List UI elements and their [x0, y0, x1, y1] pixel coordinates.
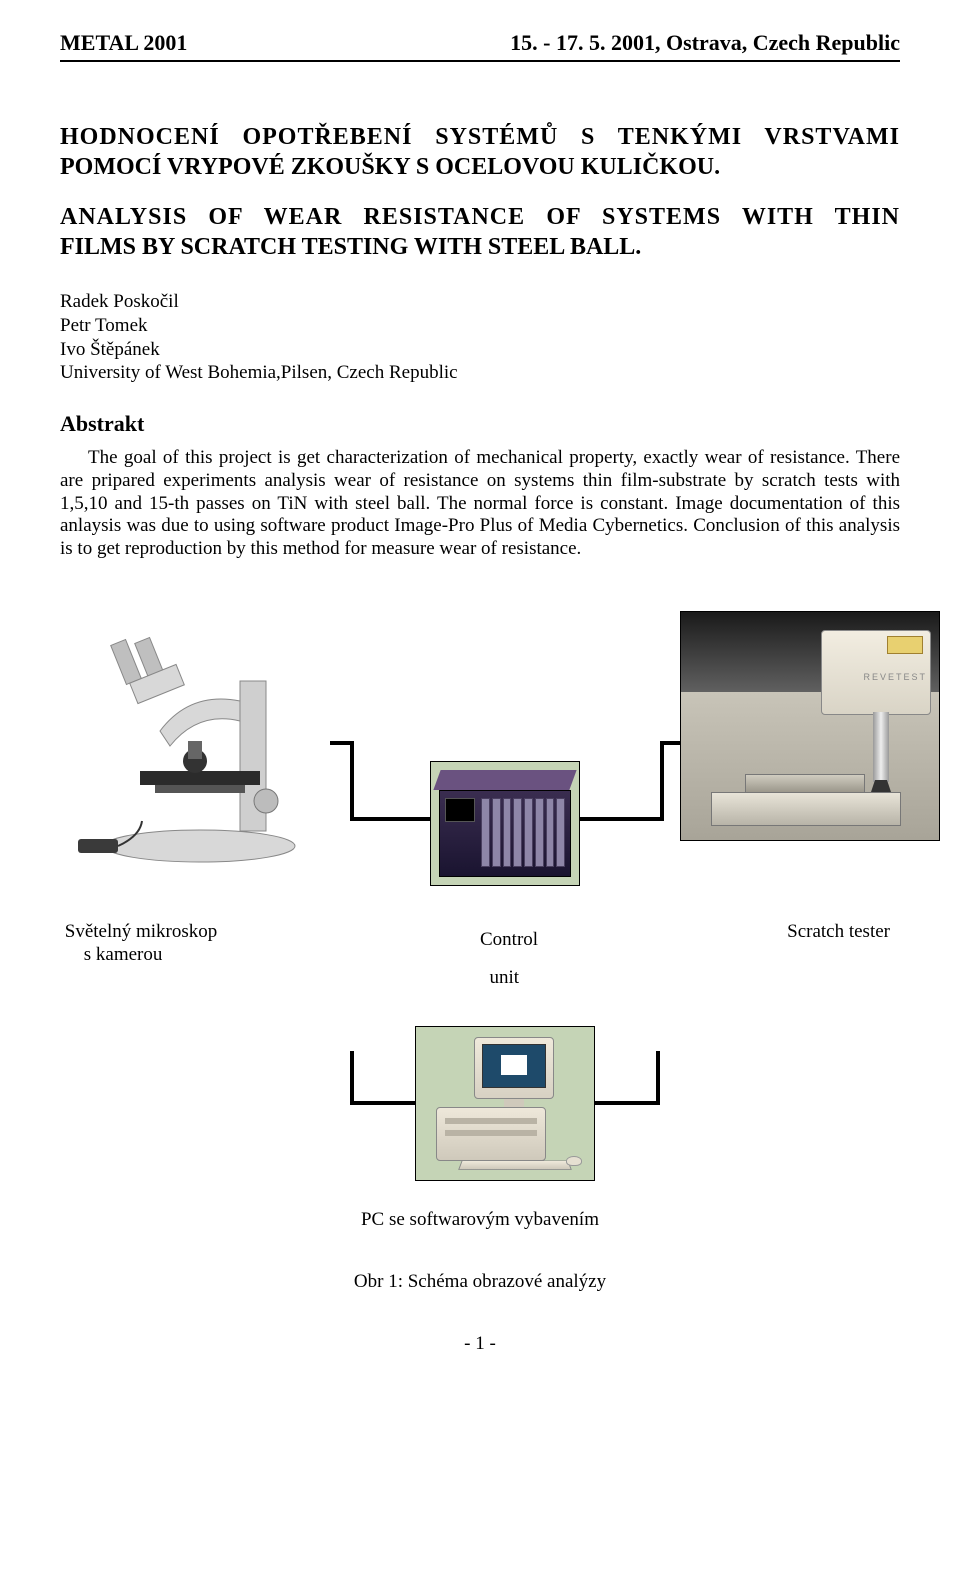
connector-line: [350, 817, 430, 821]
figure-diagram: REVETEST Světelný mikroskop s kamerou Co…: [60, 611, 900, 1251]
connector-line: [350, 741, 354, 821]
title-cz-line2: POMOCÍ VRYPOVÉ ZKOUŠKY S OCELOVOU KULIČK…: [60, 152, 900, 182]
connector-line: [660, 741, 664, 821]
author-affiliation: University of West Bohemia,Pilsen, Czech…: [60, 361, 900, 385]
scratch-tester-caption: Scratch tester: [60, 921, 900, 943]
connector-line: [656, 1051, 660, 1105]
scratch-tester-device-label: REVETEST: [863, 672, 927, 682]
connector-line: [594, 1101, 660, 1105]
author-3: Ivo Štěpánek: [60, 338, 900, 362]
pc-image: [415, 1026, 595, 1181]
microscope-image: [70, 611, 330, 871]
title-en-line1: ANALYSIS OF WEAR RESISTANCE OF SYSTEMS W…: [60, 202, 900, 232]
microscope-icon: [70, 611, 330, 871]
figure-caption: Obr 1: Schéma obrazové analýzy: [60, 1271, 900, 1293]
header-rule: [60, 60, 900, 62]
author-2: Petr Tomek: [60, 314, 900, 338]
page-number: - 1 -: [60, 1333, 900, 1355]
connector-line: [660, 741, 680, 745]
author-block: Radek Poskočil Petr Tomek Ivo Štěpánek U…: [60, 290, 900, 385]
header-left: METAL 2001: [60, 30, 187, 56]
title-cz-line1: HODNOCENÍ OPOTŘEBENÍ SYSTÉMŮ S TENKÝMI V…: [60, 122, 900, 152]
connector-line: [330, 741, 354, 745]
header-right: 15. - 17. 5. 2001, Ostrava, Czech Republ…: [510, 30, 900, 56]
connector-line: [350, 1101, 416, 1105]
control-unit-image: [430, 761, 580, 886]
title-en-line2: FILMS BY SCRATCH TESTING WITH STEEL BALL…: [60, 232, 900, 262]
running-header: METAL 2001 15. - 17. 5. 2001, Ostrava, C…: [60, 30, 900, 56]
pc-caption: PC se softwarovým vybavením: [60, 1209, 900, 1231]
connector-line: [350, 1051, 354, 1105]
abstract-text: The goal of this project is get characte…: [60, 447, 900, 561]
connector-line: [580, 817, 660, 821]
abstract-heading: Abstrakt: [60, 411, 900, 437]
author-1: Radek Poskočil: [60, 290, 900, 314]
scratch-tester-image: REVETEST: [680, 611, 940, 841]
